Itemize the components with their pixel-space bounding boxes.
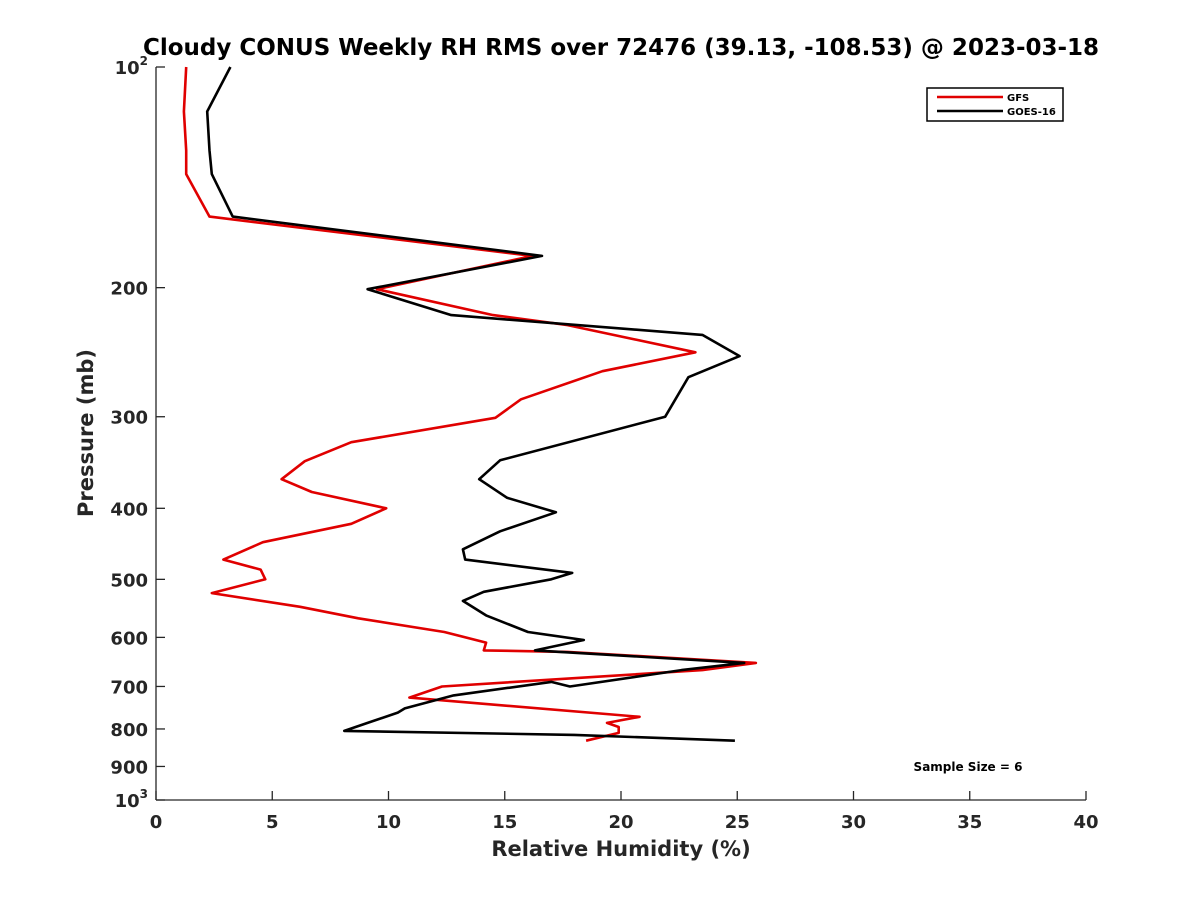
y-tick-label-300: 300 xyxy=(110,408,148,429)
x-tick-label-10: 10 xyxy=(376,812,401,833)
y-tick-label-800: 800 xyxy=(110,720,148,741)
y-ticks: 102 200 300 400 500 600 700 800 900 103 xyxy=(110,54,165,812)
x-tick-label-40: 40 xyxy=(1073,812,1098,833)
x-tick-label-15: 15 xyxy=(492,812,517,833)
series-line-gfs xyxy=(182,66,758,742)
legend-label-gfs: GFS xyxy=(1007,93,1029,104)
legend-label-goes-16: GOES-16 xyxy=(1007,107,1056,118)
y-axis-label: Pressure (mb) xyxy=(74,349,98,517)
y-tick-label-900: 900 xyxy=(110,757,148,778)
y-tick-label-200: 200 xyxy=(110,279,148,300)
x-tick-label-20: 20 xyxy=(608,812,633,833)
x-ticks: 0 5 10 15 20 25 30 35 40 xyxy=(150,791,1099,833)
legend: GFS GOES-16 xyxy=(926,87,1064,122)
y-tick-label-600: 600 xyxy=(110,628,148,649)
legend-box xyxy=(926,87,1064,122)
series-layer xyxy=(182,66,758,742)
y-tick-label-1000: 103 xyxy=(115,787,148,812)
series-line-goes-16 xyxy=(205,66,746,742)
chart-title: Cloudy CONUS Weekly RH RMS over 72476 (3… xyxy=(143,35,1099,61)
y-tick-label-500: 500 xyxy=(110,570,148,591)
x-tick-label-5: 5 xyxy=(266,812,279,833)
x-axis-label: Relative Humidity (%) xyxy=(491,837,750,861)
y-tick-label-700: 700 xyxy=(110,677,148,698)
y-tick-label-400: 400 xyxy=(110,499,148,520)
x-tick-label-30: 30 xyxy=(841,812,866,833)
x-tick-label-35: 35 xyxy=(957,812,982,833)
x-tick-label-0: 0 xyxy=(150,812,163,833)
sample-size-annotation: Sample Size = 6 xyxy=(914,760,1023,774)
y-tick-label-100: 102 xyxy=(115,54,148,79)
x-tick-label-25: 25 xyxy=(725,812,750,833)
